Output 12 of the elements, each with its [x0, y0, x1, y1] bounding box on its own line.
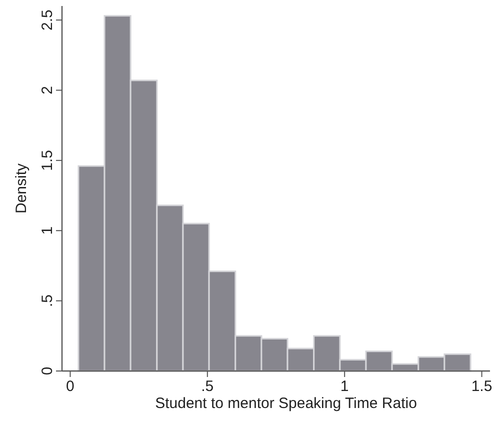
- x-tick-label: .5: [201, 378, 214, 395]
- y-tick-label: 2.5: [39, 10, 56, 30]
- x-tick-label: 1.5: [471, 378, 492, 395]
- y-tick-label: .5: [39, 294, 56, 308]
- y-axis-title: Density: [13, 163, 30, 214]
- y-tick-label: 1.5: [39, 150, 56, 171]
- y-tick-label: 1: [39, 226, 56, 235]
- x-tick-label: 0: [66, 378, 74, 395]
- x-axis-title: Student to mentor Speaking Time Ratio: [155, 395, 417, 412]
- y-tick-label: 0: [39, 366, 56, 376]
- x-tick-label: 1: [340, 378, 349, 395]
- y-tick-label: 2: [39, 86, 56, 94]
